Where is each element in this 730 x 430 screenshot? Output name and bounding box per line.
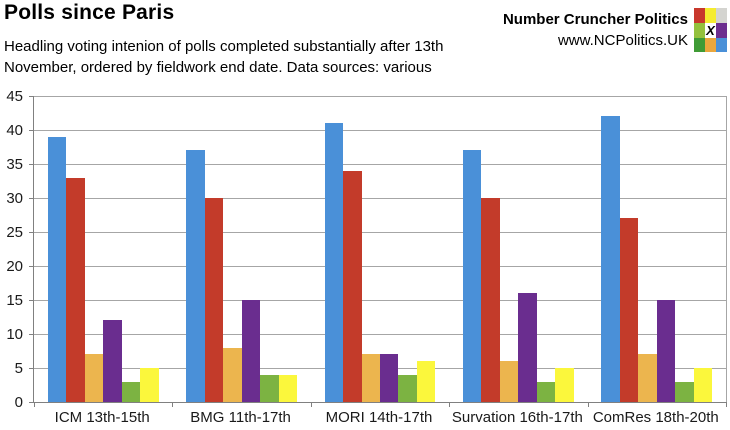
y-axis: 0 5 10 15 20 25 30 35 40 45 <box>0 88 29 411</box>
x-axis-tick <box>310 402 312 407</box>
bar-red <box>481 198 500 402</box>
bar-yellow <box>693 368 713 402</box>
bar-yellow <box>555 368 574 402</box>
y-axis-tick <box>29 402 34 403</box>
y-axis-label: 20 <box>6 258 23 275</box>
bar-green <box>398 374 417 402</box>
chart-subtitle-line-2: November, ordered by fieldwork end date.… <box>4 59 432 76</box>
logo-color-cell <box>694 8 705 23</box>
x-axis-label: MORI 14th-17th <box>325 409 433 426</box>
logo-color-cell <box>705 37 716 52</box>
x-axis-tick <box>449 402 451 407</box>
bar-orange <box>638 354 657 402</box>
bar-orange <box>223 347 242 402</box>
bar-orange <box>361 354 380 402</box>
bar-green <box>260 374 279 402</box>
bar-blue <box>47 136 67 402</box>
logo-color-cell <box>705 8 716 23</box>
logo-color-cell <box>694 37 705 52</box>
bar-blue <box>324 123 344 402</box>
y-axis-label: 35 <box>6 156 23 173</box>
logo-color-cell <box>716 22 727 38</box>
y-axis-label: 45 <box>6 88 23 105</box>
gridline <box>34 266 726 267</box>
bar-yellow <box>416 361 436 402</box>
y-axis-label: 10 <box>6 326 23 343</box>
bar-yellow <box>278 374 297 402</box>
y-axis-label: 40 <box>6 122 23 139</box>
gridline <box>34 96 726 97</box>
x-axis-label: ComRes 18th-20th <box>592 409 719 426</box>
y-axis-label: 5 <box>14 360 23 377</box>
bar-red <box>204 198 224 402</box>
brand-logo-grid-icon: X <box>694 8 727 52</box>
bar-red <box>619 218 639 402</box>
y-axis-tick <box>29 300 34 301</box>
gridline <box>34 334 726 335</box>
poll-bar-chart: 0 5 10 15 20 25 30 35 40 45 ICM 13th-15th BMG 11th… <box>0 88 730 426</box>
brand-url: www.NCPolitics.UK <box>557 32 688 49</box>
y-axis-tick <box>29 96 34 97</box>
y-axis-label: 0 <box>14 394 23 411</box>
logo-color-cell <box>694 22 705 38</box>
bar-blue <box>186 150 205 402</box>
page-title: Polls since Paris <box>4 1 175 24</box>
x-axis-label: ICM 13th-15th <box>54 409 150 426</box>
plot-area <box>29 96 727 407</box>
bar-purple <box>656 300 676 402</box>
y-axis-tick <box>29 368 34 369</box>
bar-purple <box>380 354 399 402</box>
bar-green <box>121 381 141 402</box>
y-axis-tick <box>29 334 34 335</box>
x-axis-tick <box>726 402 727 407</box>
logo-x-cell: X <box>705 22 716 38</box>
gridline <box>34 130 726 131</box>
bar-purple <box>518 293 537 402</box>
gridline <box>34 232 726 233</box>
chart-subtitle-line-1: Headling voting intenion of polls comple… <box>4 38 444 55</box>
brand-name: Number Cruncher Politics <box>502 11 688 28</box>
bar-orange <box>84 354 104 402</box>
y-axis-label: 30 <box>6 190 23 207</box>
logo-color-cell <box>716 8 727 23</box>
gridline <box>34 164 726 165</box>
bar-green <box>675 381 694 402</box>
bar-purple <box>241 300 261 402</box>
bar-orange <box>499 361 519 402</box>
y-axis-tick <box>29 198 34 199</box>
x-axis-label: Survation 16th-17th <box>451 409 583 426</box>
y-axis-label: 25 <box>6 224 23 241</box>
y-axis-tick <box>29 130 34 131</box>
x-axis-label: BMG 11th-17th <box>190 409 291 426</box>
gridline <box>34 300 726 301</box>
x-axis-tick <box>587 402 589 407</box>
bar-green <box>536 381 556 402</box>
bar-yellow <box>140 368 159 402</box>
brand-block: Number Cruncher Politics www.NCPolitics.… <box>503 9 688 51</box>
x-axis-tick <box>172 402 174 407</box>
logo-color-cell <box>716 37 727 52</box>
y-axis-tick <box>29 266 34 267</box>
bar-red <box>66 177 85 402</box>
bar-red <box>343 170 362 402</box>
bar-blue <box>601 116 620 402</box>
y-axis-tick <box>29 164 34 165</box>
chart-subtitle: Headling voting intenion of polls comple… <box>4 36 443 78</box>
bar-purple <box>103 320 122 402</box>
bar-blue <box>463 150 482 402</box>
y-axis-label: 15 <box>6 292 23 309</box>
gridline <box>34 198 726 199</box>
y-axis-tick <box>29 232 34 233</box>
x-axis-tick <box>34 402 35 407</box>
